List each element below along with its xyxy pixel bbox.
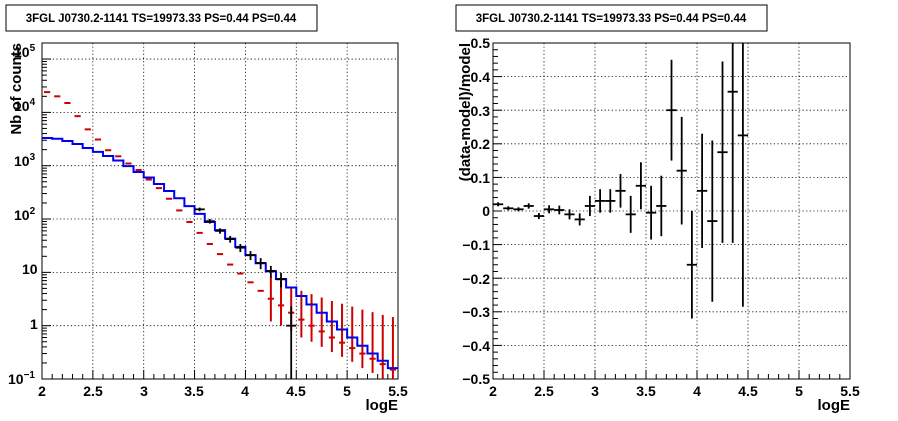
right-y-tick-label: 0.5 [471, 35, 491, 51]
left-x-tick-label: 3.5 [184, 383, 204, 399]
right-x-tick-label: 3 [591, 383, 599, 399]
left-marks [42, 91, 398, 379]
left-blue-model-step-line [42, 137, 398, 370]
right-y-tick-label: 0 [482, 203, 490, 219]
right-y-tick-label: 0.1 [471, 170, 491, 186]
right-y-tick-label: −0.5 [462, 371, 490, 387]
left-x-tick-label: 4.5 [286, 383, 306, 399]
right-x-tick-label: 2 [489, 383, 497, 399]
right-y-axis-title: (data-model)/model [457, 43, 474, 181]
left-x-tick-label: 4 [241, 383, 249, 399]
left-x-tick-label: 5.5 [388, 383, 408, 399]
right-x-tick-label: 4.5 [738, 383, 758, 399]
left-ticks [41, 42, 399, 380]
left-title-box [5, 4, 318, 32]
left-x-tick-label: 2 [38, 383, 46, 399]
left-y-tick-label: 103 [14, 152, 36, 169]
left-x-tick-label: 5 [343, 383, 351, 399]
right-x-tick-labels: 2 2.5 3 3.5 4 4.5 5 5.5 [489, 383, 860, 399]
right-y-tick-label: 0.2 [471, 136, 491, 152]
right-title: 3FGL J0730.2-1141 TS=19973.33 PS=0.44 PS… [476, 13, 747, 25]
left-panel: 3FGL J0730.2-1141 TS=19973.33 PS=0.44 PS… [5, 4, 408, 414]
right-x-tick-label: 4 [693, 383, 701, 399]
left-title: 3FGL J0730.2-1141 TS=19973.33 PS=0.44 PS… [26, 13, 297, 25]
right-y-tick-label: −0.2 [462, 271, 490, 287]
right-title-box [455, 4, 768, 32]
right-x-tick-label: 5 [795, 383, 803, 399]
right-y-tick-label: 0.4 [471, 69, 491, 85]
right-x-tick-label: 3.5 [636, 383, 656, 399]
right-y-tick-label: 0.3 [471, 103, 491, 119]
right-y-tick-labels: −0.5 −0.4 −0.3 −0.2 −0.1 0 0.1 0.2 0.3 0… [462, 35, 490, 387]
left-x-tick-labels: 2 2.5 3 3.5 4 4.5 5 5.5 [38, 383, 408, 399]
right-y-tick-label: −0.4 [462, 338, 490, 354]
left-y-axis-title: Nb of counts [8, 43, 25, 135]
left-x-tick-label: 2.5 [83, 383, 103, 399]
right-panel: 3FGL J0730.2-1141 TS=19973.33 PS=0.44 PS… [455, 4, 860, 414]
left-x-tick-label: 3 [140, 383, 148, 399]
left-x-axis-title: logE [366, 397, 399, 414]
right-x-tick-label: 2.5 [534, 383, 554, 399]
right-marks [493, 43, 748, 319]
right-x-tick-label: 5.5 [840, 383, 860, 399]
left-y-tick-label: 10−1 [8, 370, 35, 387]
left-plot-frame [41, 42, 399, 380]
left-y-tick-label: 10 [22, 261, 38, 277]
right-x-axis-title: logE [818, 397, 851, 414]
left-y-tick-label: 1 [30, 316, 38, 332]
right-y-tick-label: −0.1 [462, 237, 490, 253]
left-y-tick-label: 102 [14, 206, 36, 223]
right-y-tick-label: −0.3 [462, 304, 490, 320]
